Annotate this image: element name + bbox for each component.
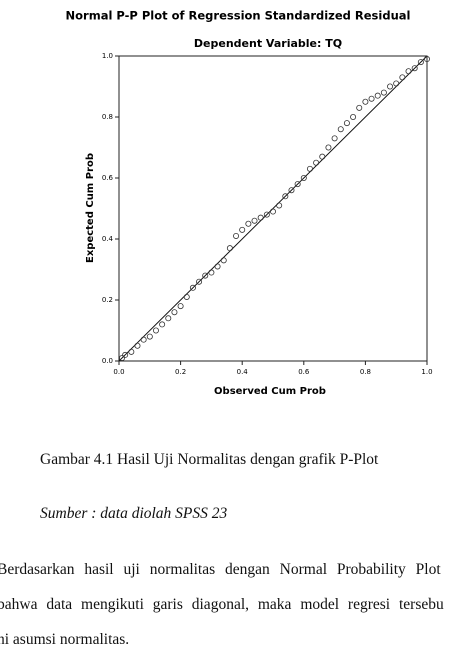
data-point: [331, 135, 338, 142]
data-point: [257, 214, 264, 221]
data-point: [319, 153, 326, 160]
paragraph-line: bahwa data mengikuti garis diagonal, mak…: [0, 596, 444, 613]
data-point: [417, 59, 424, 66]
data-point: [251, 217, 258, 224]
data-point: [306, 165, 313, 172]
y-tick-label: 0.8: [102, 113, 113, 121]
data-point: [374, 92, 381, 99]
data-point: [411, 65, 418, 72]
data-point: [159, 321, 166, 328]
data-point: [313, 159, 320, 166]
source-note: Sumber : data diolah SPSS 23: [40, 505, 228, 522]
data-point: [183, 293, 190, 300]
data-point: [288, 187, 295, 194]
data-point: [263, 211, 270, 218]
paragraph-line: Berdasarkan hasil uji normalitas dengan …: [0, 561, 441, 578]
data-point: [122, 351, 129, 358]
y-tick-label: 0.2: [102, 296, 113, 304]
data-point: [350, 114, 357, 121]
data-point: [362, 98, 369, 105]
chart: Normal P-P Plot of Regression Standardiz…: [66, 9, 433, 398]
plot-area: [118, 55, 428, 362]
x-tick-label: 0.0: [113, 368, 124, 376]
data-point: [380, 89, 387, 96]
data-point: [119, 354, 126, 361]
data-point: [146, 333, 153, 340]
data-point: [189, 284, 196, 291]
diagonal-line: [118, 55, 428, 362]
y-tick-label: 0.6: [102, 174, 114, 182]
data-point: [343, 120, 350, 127]
data-point: [220, 257, 227, 264]
data-point: [239, 226, 246, 233]
data-point: [196, 278, 203, 285]
y-tick-label: 1.0: [102, 52, 113, 60]
y-axis-label: Expected Cum Prob: [85, 153, 96, 263]
data-point: [177, 303, 184, 310]
figure-caption: Gambar 4.1 Hasil Uji Normalitas dengan g…: [40, 451, 379, 468]
data-point: [171, 309, 178, 316]
x-tick-label: 1.0: [421, 368, 432, 376]
data-point: [226, 245, 233, 252]
data-point: [387, 83, 394, 90]
data-point: [134, 342, 141, 349]
x-axis-label: Observed Cum Prob: [214, 386, 326, 397]
x-tick-label: 0.4: [237, 368, 249, 376]
data-point: [152, 327, 159, 334]
data-point: [356, 104, 363, 111]
data-point: [128, 348, 135, 355]
chart-title: Normal P-P Plot of Regression Standardiz…: [66, 9, 411, 23]
data-point: [269, 208, 276, 215]
data-point: [393, 80, 400, 87]
data-point: [423, 56, 430, 63]
data-point: [202, 272, 209, 279]
data-point: [214, 263, 221, 270]
y-tick-label: 0.0: [102, 357, 113, 365]
x-tick-label: 0.6: [298, 368, 310, 376]
data-point: [245, 220, 252, 227]
data-point: [337, 126, 344, 133]
data-point: [165, 315, 172, 322]
data-point: [140, 336, 147, 343]
data-point: [368, 95, 375, 102]
data-point: [325, 144, 332, 151]
chart-subtitle: Dependent Variable: TQ: [194, 37, 342, 50]
data-point: [276, 202, 283, 209]
x-tick-label: 0.2: [175, 368, 186, 376]
data-point: [399, 74, 406, 81]
paragraph-line: hi asumsi normalitas.: [0, 631, 130, 648]
data-point: [300, 174, 307, 181]
data-point: [208, 269, 215, 276]
data-point: [233, 232, 240, 239]
x-tick-label: 0.8: [360, 368, 371, 376]
y-tick-label: 0.4: [102, 235, 114, 243]
data-point: [282, 193, 289, 200]
data-point: [405, 68, 412, 75]
data-point: [294, 181, 301, 188]
